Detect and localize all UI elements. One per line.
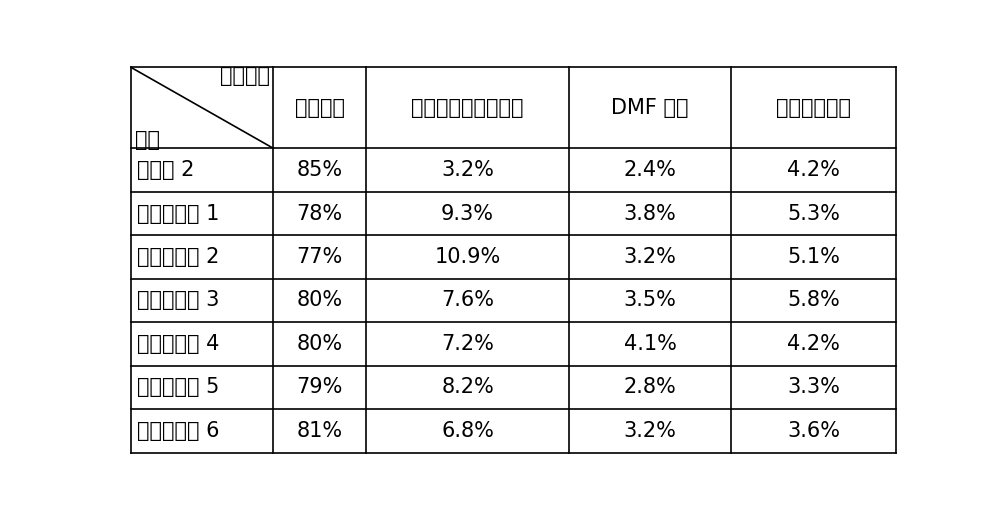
Text: 对比实施例 2: 对比实施例 2 <box>137 247 220 267</box>
Text: 对比实施例 4: 对比实施例 4 <box>137 334 220 354</box>
Text: 7.2%: 7.2% <box>441 334 494 354</box>
Text: 3.2%: 3.2% <box>624 421 677 441</box>
Text: 8.2%: 8.2% <box>441 378 494 398</box>
Text: 对比实施例 5: 对比实施例 5 <box>137 378 220 398</box>
Text: 7.6%: 7.6% <box>441 290 494 310</box>
Text: 4.2%: 4.2% <box>787 334 840 354</box>
Text: 5.1%: 5.1% <box>787 247 840 267</box>
Text: 4.2%: 4.2% <box>787 160 840 180</box>
Text: DMF 含量: DMF 含量 <box>611 98 689 118</box>
Text: 组分含量: 组分含量 <box>220 66 270 86</box>
Text: 3.3%: 3.3% <box>787 378 840 398</box>
Text: 6.8%: 6.8% <box>441 421 494 441</box>
Text: 对比实施例 3: 对比实施例 3 <box>137 290 220 310</box>
Text: 78%: 78% <box>296 204 343 224</box>
Text: 5.3%: 5.3% <box>787 204 840 224</box>
Text: 9.3%: 9.3% <box>441 204 494 224</box>
Text: 85%: 85% <box>296 160 343 180</box>
Text: 组别: 组别 <box>135 130 160 150</box>
Text: 对硝基酚含量: 对硝基酚含量 <box>776 98 851 118</box>
Text: 81%: 81% <box>296 421 343 441</box>
Text: 3.2%: 3.2% <box>441 160 494 180</box>
Text: 对比实施例 1: 对比实施例 1 <box>137 204 220 224</box>
Text: 索利那新异构体总量: 索利那新异构体总量 <box>411 98 524 118</box>
Text: 79%: 79% <box>296 378 343 398</box>
Text: 3.2%: 3.2% <box>624 247 677 267</box>
Text: 80%: 80% <box>296 290 343 310</box>
Text: 实施例 2: 实施例 2 <box>137 160 195 180</box>
Text: 3.5%: 3.5% <box>624 290 677 310</box>
Text: 对比实施例 6: 对比实施例 6 <box>137 421 220 441</box>
Text: 3.8%: 3.8% <box>624 204 676 224</box>
Text: 3.6%: 3.6% <box>787 421 840 441</box>
Text: 2.8%: 2.8% <box>624 378 676 398</box>
Text: 索利那新: 索利那新 <box>295 98 345 118</box>
Text: 5.8%: 5.8% <box>787 290 840 310</box>
Text: 2.4%: 2.4% <box>624 160 677 180</box>
Text: 80%: 80% <box>296 334 343 354</box>
Text: 4.1%: 4.1% <box>624 334 677 354</box>
Text: 77%: 77% <box>296 247 343 267</box>
Text: 10.9%: 10.9% <box>434 247 501 267</box>
